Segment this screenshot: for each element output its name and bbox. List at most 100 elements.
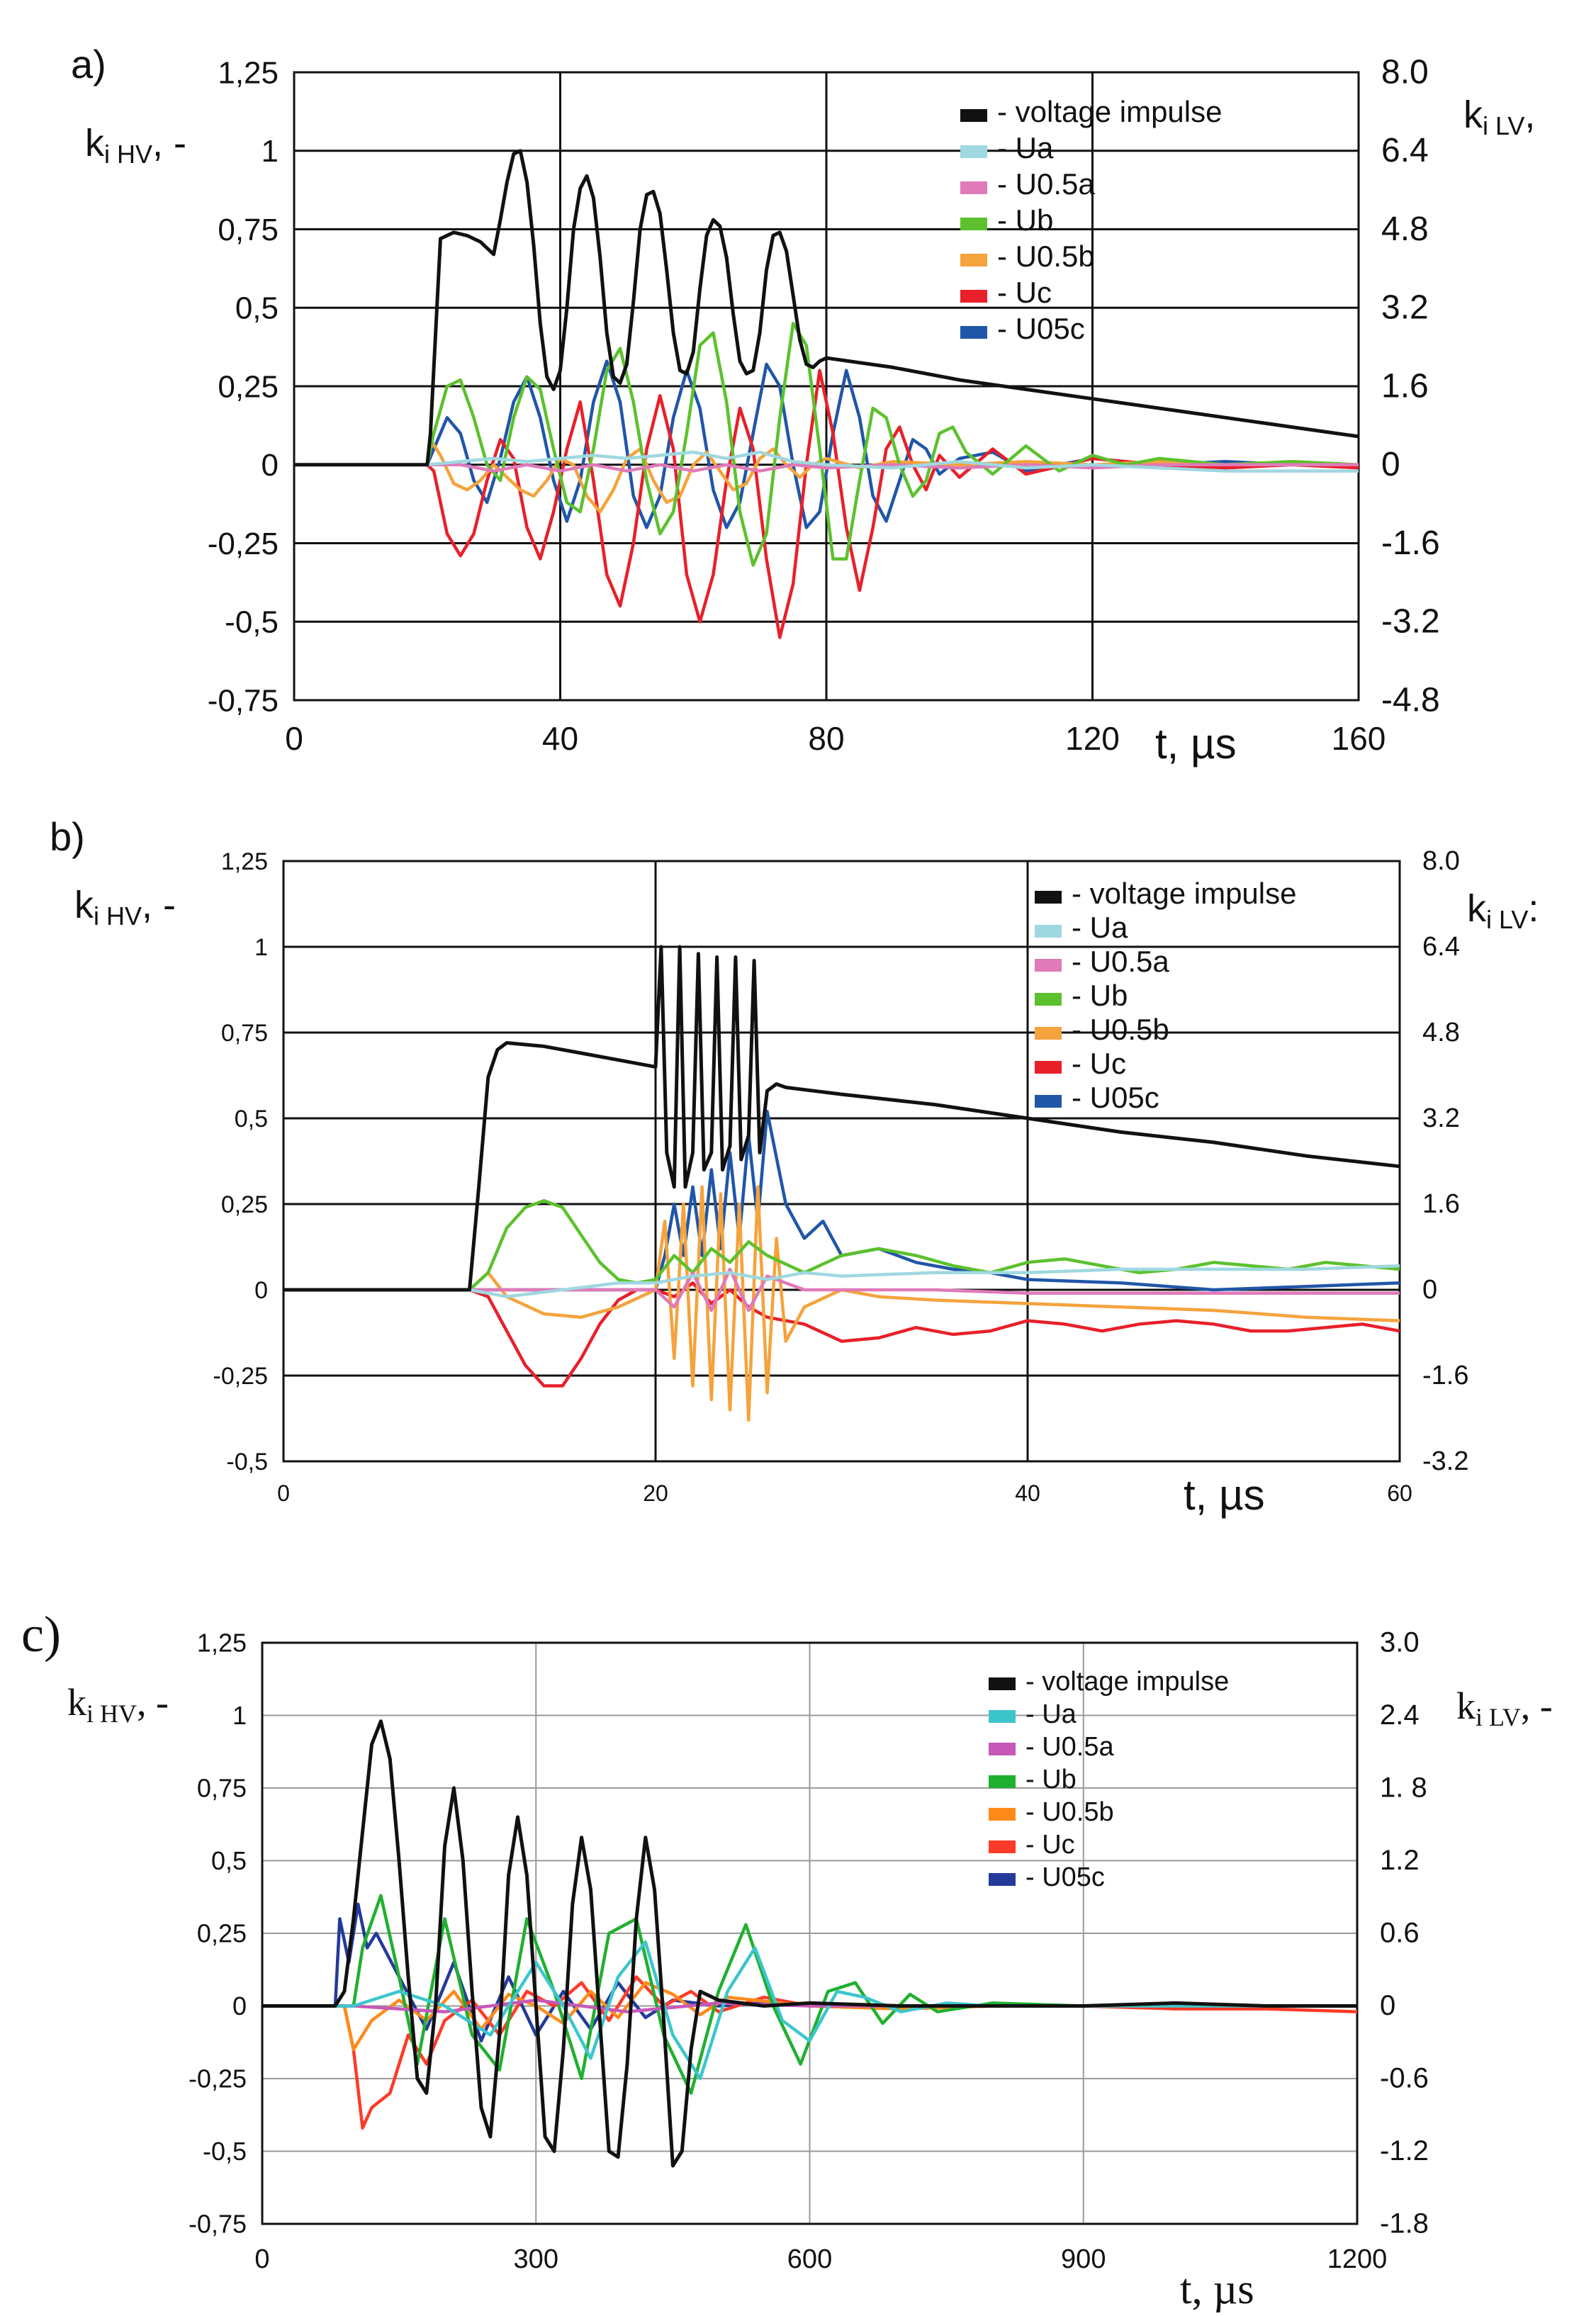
legend-swatch [960, 326, 987, 339]
y-left-axis-label: ki HV, - [67, 1681, 169, 1728]
panel-label: a) [71, 42, 106, 86]
x-axis-label: t, µs [1155, 720, 1237, 768]
y-left-tick-label: 0,75 [197, 1774, 247, 1803]
y-right-axis-label: ki LV, [1463, 94, 1535, 140]
x-tick-label: 160 [1332, 720, 1386, 757]
y-right-tick-label: 6.4 [1381, 132, 1429, 169]
legend-label: - U0.5b [997, 240, 1095, 273]
legend-swatch [1035, 891, 1062, 904]
chart-panel-b: b) -0,5 -0,25 0 0,25 0,5 0,75 1 1,25 -3.2 -1.6 0 1.6… [50, 814, 1539, 1519]
y-right-tick-label: 3.2 [1422, 1103, 1460, 1133]
legend-label: - Ub [997, 203, 1053, 237]
y-right-tick-label: 0 [1381, 446, 1400, 483]
y-left-tick-label: 1 [254, 934, 268, 961]
x-tick-label: 80 [808, 720, 844, 757]
legend: - voltage impulse- Ua- U0.5a- Ub- U0.5b-… [989, 1667, 1229, 1892]
y-left-tick-label: -0,5 [203, 2137, 247, 2166]
legend-swatch [989, 1873, 1016, 1886]
legend-label: - U05c [1072, 1081, 1159, 1114]
panel-label: c) [21, 1606, 61, 1663]
y-left-tick-label: -0,25 [213, 1363, 269, 1390]
y-right-tick-label: -3.2 [1422, 1446, 1468, 1476]
legend-swatch [960, 109, 987, 122]
y-right-tick-label: -1.8 [1380, 2208, 1429, 2239]
legend-swatch [1035, 1061, 1062, 1074]
legend-label: - Ua [1025, 1699, 1077, 1729]
y-left-tick-label: 0 [254, 1277, 268, 1304]
x-axis-label: t, µs [1180, 2266, 1254, 2312]
legend-label: - Uc [1072, 1047, 1126, 1080]
x-tick-label: 900 [1061, 2244, 1106, 2274]
y-left-axis-label: ki HV, - [85, 122, 186, 169]
y-left-tick-label: -0,75 [189, 2210, 247, 2239]
y-left-tick-label: 1 [262, 134, 279, 169]
y-left-tick-label: 0,75 [218, 213, 279, 247]
legend-swatch [989, 1677, 1016, 1690]
x-tick-label: 60 [1387, 1480, 1412, 1506]
x-tick-label: 120 [1065, 720, 1120, 757]
chart-panel-a: a) -0,75 -0,5 -0,25 0 0,25 0,5 0,75 1 1,25 -4.8 -3.… [71, 42, 1535, 768]
y-right-tick-label: -0.6 [1380, 2063, 1429, 2094]
y-right-tick-label: 4.8 [1381, 210, 1429, 248]
y-right-tick-label: 1. 8 [1380, 1772, 1427, 1804]
legend-swatch [1035, 925, 1062, 938]
y-right-tick-label: 1.2 [1380, 1845, 1420, 1876]
y-left-tick-label: 0 [262, 448, 279, 483]
y-right-tick-label: 1.6 [1422, 1189, 1460, 1219]
x-axis-label: t, µs [1184, 1471, 1265, 1519]
y-right-tick-label: -4.8 [1381, 681, 1440, 719]
y-right-tick-label: 0.6 [1380, 1918, 1420, 1949]
x-tick-label: 0 [254, 2244, 269, 2274]
legend-label: - voltage impulse [1072, 877, 1296, 910]
panel-label: b) [50, 814, 85, 859]
y-right-tick-label: -3.2 [1381, 603, 1440, 641]
legend-label: - voltage impulse [1025, 1667, 1229, 1697]
x-tick-label: 40 [542, 720, 578, 757]
legend-swatch [989, 1743, 1016, 1755]
legend-swatch [1035, 1095, 1062, 1108]
x-tick-label: 40 [1015, 1480, 1040, 1506]
y-right-tick-label: 1.6 [1381, 367, 1429, 405]
y-left-tick-label: 1,25 [221, 848, 268, 875]
y-right-tick-label: 0 [1380, 1990, 1395, 2021]
y-right-tick-label: 6.4 [1422, 932, 1460, 962]
legend-label: - Ub [1072, 979, 1128, 1012]
legend-label: - Ua [1072, 911, 1128, 944]
legend-swatch [989, 1710, 1016, 1723]
y-right-tick-label: 3.0 [1380, 1627, 1420, 1658]
y-right-tick-label: 3.2 [1381, 289, 1429, 327]
y-left-tick-label: 0,25 [218, 369, 279, 404]
legend-label: - U0.5a [1025, 1732, 1114, 1762]
legend-swatch [960, 290, 987, 303]
legend-label: - Uc [1025, 1830, 1075, 1860]
y-left-tick-label: -0,25 [189, 2064, 247, 2093]
legend-swatch [960, 218, 987, 230]
y-left-tick-label: 0,5 [211, 1846, 247, 1875]
y-left-tick-label: -0,5 [226, 1449, 268, 1475]
y-right-tick-label: 0 [1422, 1275, 1437, 1305]
y-left-tick-label: 0,75 [221, 1020, 268, 1047]
y-left-tick-label: 0 [232, 1991, 247, 2020]
y-right-tick-label: -1.6 [1381, 524, 1440, 562]
series-line-4 [283, 1187, 1400, 1420]
legend-label: - U05c [1025, 1862, 1105, 1892]
legend-swatch [989, 1840, 1016, 1853]
y-left-tick-label: 1,25 [197, 1629, 247, 1658]
legend-swatch [960, 254, 987, 266]
y-left-tick-label: -0,25 [208, 527, 279, 561]
y-left-tick-label: -0,5 [225, 605, 279, 640]
y-left-tick-label: 1 [232, 1701, 247, 1730]
legend-swatch [989, 1775, 1016, 1788]
legend-swatch [1035, 1027, 1062, 1040]
legend-swatch [1035, 959, 1062, 972]
x-tick-label: 20 [643, 1480, 668, 1506]
legend: - voltage impulse- Ua- U0.5a- Ub- U0.5b-… [1035, 877, 1296, 1114]
y-right-tick-label: 4.8 [1422, 1018, 1460, 1047]
legend-label: - U0.5b [1072, 1013, 1169, 1046]
legend-swatch [989, 1808, 1016, 1821]
y-left-tick-label: 0,25 [197, 1919, 247, 1948]
y-right-axis-label: ki LV, - [1456, 1685, 1553, 1731]
y-right-axis-label: ki LV: [1467, 887, 1539, 934]
x-tick-label: 300 [514, 2244, 558, 2274]
